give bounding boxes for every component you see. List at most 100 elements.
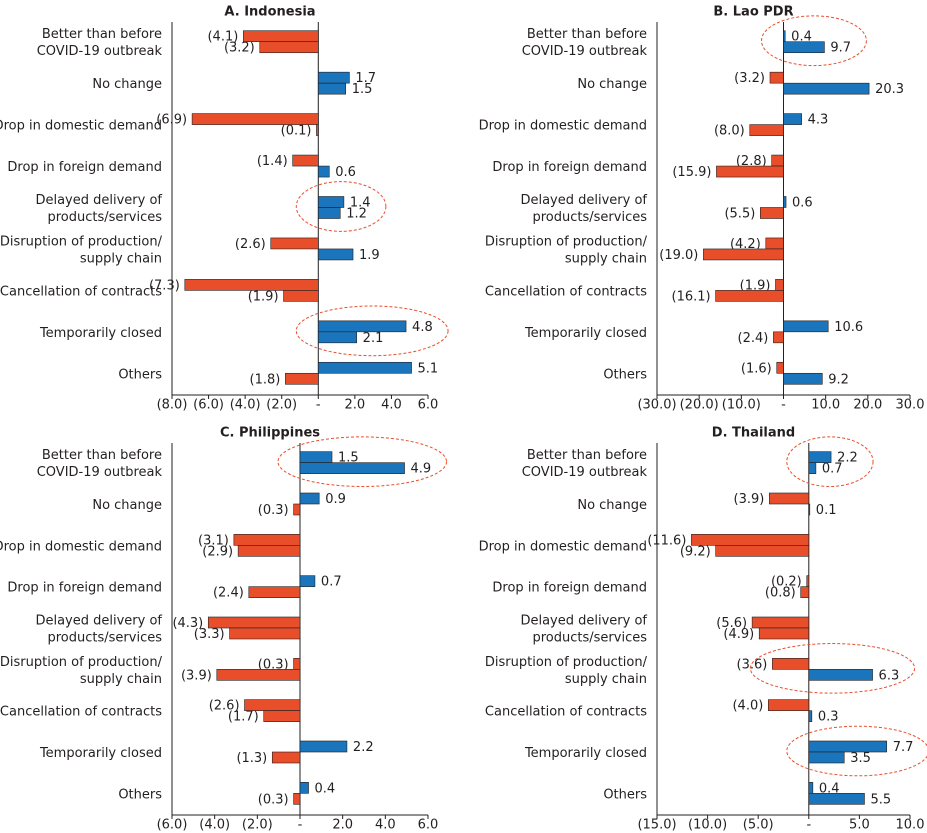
value-label: 1.4: [350, 196, 371, 211]
highlight-ellipse: [749, 643, 916, 694]
bar: [216, 669, 301, 681]
value-label: 0.4: [819, 781, 840, 796]
value-label: 9.7: [830, 41, 851, 56]
value-label: (4.3): [172, 616, 203, 631]
bar: [703, 248, 784, 261]
category-label: Cancellation of contracts: [0, 704, 162, 719]
value-label: 1.5: [338, 451, 359, 466]
x-tick-label: 2.0: [332, 818, 353, 833]
bar: [317, 361, 412, 374]
category-label: Disruption of production/supply chain: [485, 234, 648, 266]
value-label: 1.7: [355, 71, 376, 86]
category-label: Drop in domestic demand: [479, 539, 647, 554]
value-label: (4.9): [723, 627, 754, 642]
bar: [783, 41, 825, 54]
x-tick-label: 30.0: [896, 398, 925, 413]
bar: [806, 575, 810, 587]
panel-title: A. Indonesia: [224, 5, 315, 20]
value-label: (2.4): [213, 586, 244, 601]
value-label: (9.2): [680, 544, 711, 559]
category-label: Others: [118, 367, 162, 382]
value-label: (7.3): [149, 278, 180, 293]
bar: [317, 331, 357, 344]
value-label: 1.5: [352, 82, 373, 97]
value-label: (3.1): [198, 533, 229, 548]
x-tick-label: (10.0): [722, 398, 761, 413]
bar: [808, 503, 811, 516]
x-tick-label: (10.0): [688, 818, 727, 833]
value-label: (11.6): [647, 533, 686, 548]
bar: [233, 534, 301, 546]
bar: [716, 165, 784, 178]
x-tick-label: (6.0): [193, 398, 224, 413]
bar: [293, 503, 301, 516]
x-tick-label: 4.0: [381, 398, 402, 413]
panel-title: B. Lao PDR: [713, 5, 793, 20]
bar: [317, 82, 347, 95]
value-label: (15.9): [672, 165, 711, 180]
value-label: (2.4): [738, 331, 769, 346]
bar: [751, 616, 810, 629]
value-label: 6.3: [879, 668, 900, 683]
bar: [769, 492, 810, 505]
highlight-ellipse: [761, 15, 867, 67]
x-tick-label: -: [316, 398, 321, 413]
value-label: (3.2): [734, 71, 765, 86]
x-tick-label: 10.0: [811, 398, 840, 413]
category-label: Better than before COVID-19 outbreak: [522, 27, 648, 59]
value-label: 4.3: [808, 113, 829, 128]
bar: [259, 41, 319, 54]
category-label: Temporarily closed: [39, 325, 162, 340]
category-label: Temporarily closed: [524, 746, 647, 761]
x-tick-label: 6.0: [418, 398, 439, 413]
category-label: Delayed delivery of products/services: [35, 613, 162, 645]
bar: [776, 361, 784, 374]
value-label: (0.8): [765, 586, 796, 601]
category-label: No change: [577, 498, 647, 513]
panel-title: C. Philippines: [220, 426, 320, 441]
bar: [270, 237, 319, 250]
value-label: (1.4): [257, 154, 288, 169]
x-tick-label: 20.0: [853, 398, 882, 413]
bar: [765, 237, 784, 250]
value-label: (2.6): [235, 237, 266, 252]
bar: [775, 279, 784, 291]
value-label: 10.6: [834, 320, 863, 335]
bar: [783, 196, 787, 208]
value-label: (0.3): [258, 503, 289, 518]
category-label: Drop in foreign demand: [7, 580, 162, 595]
value-label: (1.6): [741, 361, 772, 376]
bar: [248, 586, 301, 598]
category-label: Better than before COVID-19 outbreak: [522, 448, 648, 480]
value-label: 0.4: [315, 781, 336, 796]
bar: [772, 658, 810, 670]
category-label: Cancellation of contracts: [0, 284, 162, 299]
x-tick-label: (2.0): [242, 818, 273, 833]
value-label: 0.6: [335, 165, 356, 180]
x-tick-label: 2.0: [345, 398, 366, 413]
value-label: (3.6): [737, 657, 768, 672]
value-label: (6.9): [156, 113, 187, 128]
category-label: Delayed delivery of products/services: [520, 193, 647, 225]
category-label: Disruption of production/supply chain: [485, 654, 648, 686]
value-label: (0.3): [258, 792, 289, 807]
bar: [783, 82, 870, 95]
bar: [800, 586, 810, 598]
bar: [773, 331, 784, 344]
x-tick-label: (2.0): [266, 398, 297, 413]
value-label: 5.1: [418, 361, 439, 376]
bar: [760, 207, 784, 219]
value-label: (4.0): [732, 699, 763, 714]
value-label: 0.4: [791, 30, 812, 45]
value-label: 4.8: [412, 320, 433, 335]
bar: [783, 113, 802, 125]
bar: [299, 451, 333, 463]
bar: [292, 154, 319, 167]
category-label: Better than before COVID-19 outbreak: [37, 448, 163, 480]
bar: [749, 124, 784, 136]
value-label: 1.9: [359, 248, 380, 263]
bar: [808, 451, 832, 463]
bar: [317, 71, 350, 84]
value-label: 0.7: [822, 462, 843, 477]
bar: [715, 290, 784, 302]
